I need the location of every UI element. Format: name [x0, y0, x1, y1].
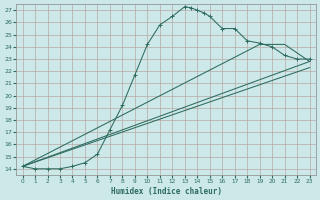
X-axis label: Humidex (Indice chaleur): Humidex (Indice chaleur): [111, 187, 221, 196]
